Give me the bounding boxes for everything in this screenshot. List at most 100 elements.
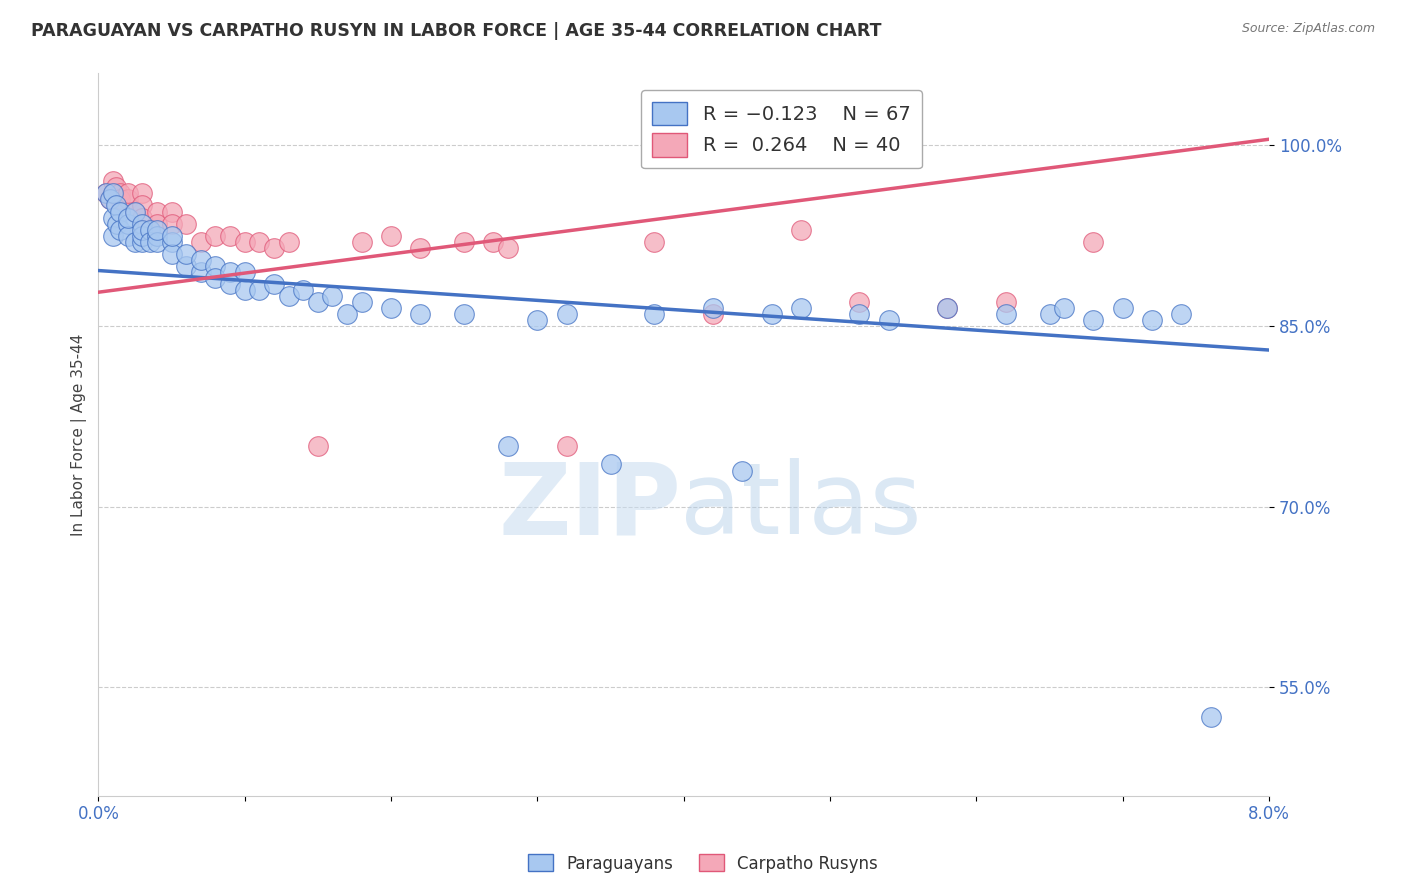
Point (1140, 313, 1163, 327)
Point (555, 439, 578, 453)
Point (98, 193, 121, 207)
Point (1053, 301, 1076, 315)
Point (124, 235, 146, 249)
Point (1083, 235, 1105, 249)
Point (994, 294, 1017, 309)
Point (643, 307, 665, 321)
Point (174, 246, 197, 260)
Point (936, 301, 959, 315)
Point (555, 307, 578, 321)
Point (643, 235, 665, 249)
Point (131, 211, 153, 225)
Point (101, 174, 124, 188)
Point (105, 217, 128, 231)
Point (174, 259, 197, 273)
Point (190, 252, 212, 267)
Point (453, 307, 475, 321)
Point (877, 313, 900, 327)
Point (219, 228, 242, 243)
Point (124, 204, 146, 219)
Point (496, 439, 519, 453)
Point (94, 186, 117, 201)
Text: atlas: atlas (681, 458, 921, 555)
Point (110, 186, 132, 201)
Point (98, 193, 121, 207)
Point (263, 277, 285, 291)
Point (307, 439, 329, 453)
Point (380, 228, 402, 243)
Point (702, 301, 724, 315)
Point (160, 228, 183, 243)
Point (204, 270, 226, 285)
Point (117, 211, 139, 225)
Point (761, 307, 783, 321)
Point (138, 235, 160, 249)
Point (101, 211, 124, 225)
Point (104, 198, 127, 212)
Point (131, 217, 153, 231)
Point (1038, 307, 1060, 321)
Y-axis label: In Labor Force | Age 35-44: In Labor Force | Age 35-44 (72, 334, 87, 535)
Point (124, 204, 146, 219)
Point (219, 265, 242, 279)
Point (110, 193, 132, 207)
Point (526, 313, 548, 327)
Point (731, 463, 754, 477)
Point (138, 222, 160, 236)
Point (496, 241, 519, 255)
Point (277, 235, 299, 249)
Point (131, 186, 153, 201)
Point (131, 222, 153, 236)
Point (219, 277, 242, 291)
Point (110, 204, 132, 219)
Point (146, 235, 169, 249)
Point (936, 301, 959, 315)
Point (101, 186, 124, 201)
Text: Source: ZipAtlas.com: Source: ZipAtlas.com (1241, 22, 1375, 36)
Point (336, 307, 359, 321)
Point (350, 294, 373, 309)
Point (146, 204, 169, 219)
Point (247, 235, 270, 249)
Point (994, 307, 1017, 321)
Point (307, 294, 329, 309)
Point (409, 307, 432, 321)
Point (263, 241, 285, 255)
Point (146, 217, 169, 231)
Point (599, 458, 621, 472)
Point (104, 180, 127, 194)
Point (160, 217, 183, 231)
Point (277, 289, 299, 303)
Point (190, 265, 212, 279)
Legend: Paraguayans, Carpatho Rusyns: Paraguayans, Carpatho Rusyns (522, 847, 884, 880)
Text: PARAGUAYAN VS CARPATHO RUSYN IN LABOR FORCE | AGE 35-44 CORRELATION CHART: PARAGUAYAN VS CARPATHO RUSYN IN LABOR FO… (31, 22, 882, 40)
Point (702, 307, 724, 321)
Point (146, 228, 169, 243)
Point (1112, 301, 1135, 315)
Text: ZIP: ZIP (499, 458, 682, 555)
Point (94, 186, 117, 201)
Point (350, 235, 373, 249)
Point (247, 283, 270, 297)
Point (160, 235, 183, 249)
Point (453, 235, 475, 249)
Point (190, 235, 212, 249)
Legend: R = −0.123    N = 67, R =  0.264    N = 40: R = −0.123 N = 67, R = 0.264 N = 40 (641, 90, 922, 169)
Point (117, 186, 139, 201)
Point (110, 222, 132, 236)
Point (1083, 313, 1105, 327)
Point (292, 283, 315, 297)
Point (380, 301, 402, 315)
Point (131, 228, 153, 243)
Point (1199, 710, 1222, 724)
Point (101, 186, 124, 201)
Point (131, 198, 153, 212)
Point (233, 235, 256, 249)
Point (101, 228, 124, 243)
Point (790, 222, 813, 236)
Point (117, 193, 139, 207)
Point (131, 235, 153, 249)
Point (204, 228, 226, 243)
Point (160, 204, 183, 219)
Point (117, 228, 139, 243)
